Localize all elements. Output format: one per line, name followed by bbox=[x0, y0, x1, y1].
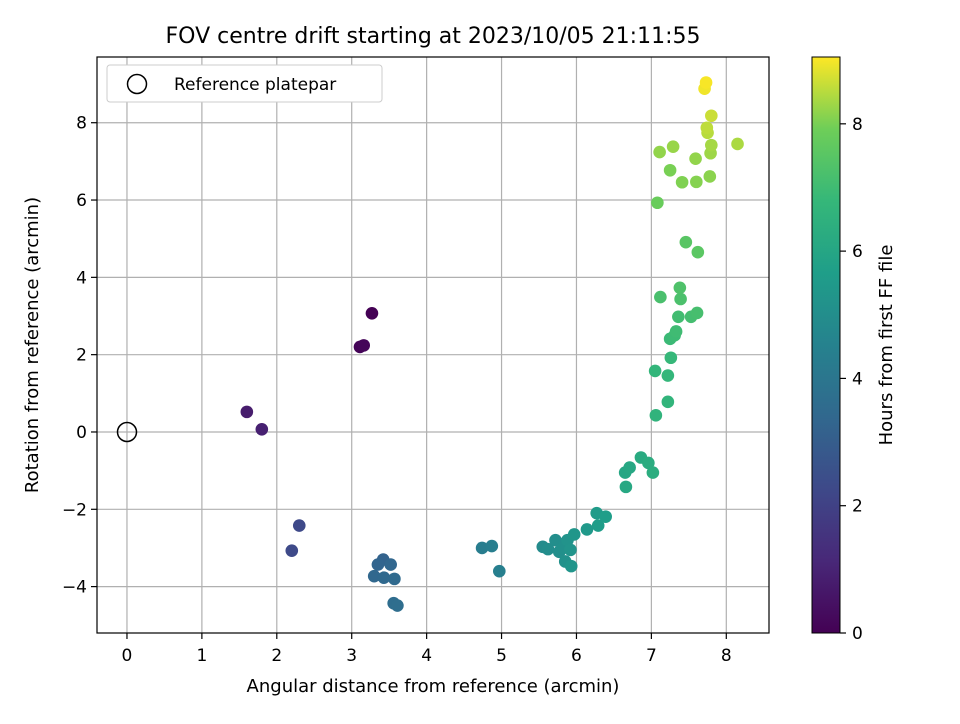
data-point bbox=[661, 395, 675, 409]
y-tick-label: 4 bbox=[76, 268, 87, 288]
x-tick-label: 0 bbox=[122, 646, 133, 666]
data-point bbox=[475, 541, 489, 555]
x-tick-label: 4 bbox=[421, 646, 432, 666]
legend-marker-reference-platepar bbox=[126, 73, 148, 95]
data-point bbox=[653, 145, 666, 159]
data-point bbox=[384, 558, 397, 571]
colorbar-gradient bbox=[811, 56, 841, 634]
data-point bbox=[292, 519, 306, 532]
x-axis-label: Angular distance from reference (arcmin) bbox=[247, 676, 620, 697]
data-point bbox=[623, 461, 636, 474]
data-point bbox=[255, 422, 269, 436]
data-point bbox=[705, 109, 718, 123]
data-point bbox=[674, 292, 687, 306]
data-point bbox=[388, 572, 401, 586]
data-point bbox=[672, 310, 685, 324]
data-point bbox=[564, 543, 577, 557]
colorbar-ticks: 0 2 4 6 8 bbox=[840, 115, 863, 644]
reference-platepar-marker bbox=[116, 421, 138, 443]
data-point bbox=[367, 569, 381, 583]
y-tick-label: 6 bbox=[76, 191, 87, 211]
colorbar-tick-label: 8 bbox=[852, 115, 863, 135]
data-point bbox=[703, 170, 717, 183]
y-tick-label: 8 bbox=[76, 114, 87, 134]
data-point bbox=[679, 235, 693, 249]
data-point bbox=[642, 456, 655, 470]
scatter-points bbox=[240, 76, 744, 612]
x-tick-label: 5 bbox=[496, 646, 507, 666]
colorbar-tick-label: 0 bbox=[852, 624, 863, 644]
data-point bbox=[371, 558, 385, 571]
legend: Reference platepar bbox=[106, 64, 383, 103]
data-point bbox=[240, 405, 254, 419]
x-tick-label: 2 bbox=[271, 646, 282, 666]
data-point bbox=[391, 599, 404, 612]
data-point bbox=[663, 163, 677, 177]
data-point bbox=[651, 196, 664, 210]
data-point bbox=[365, 307, 379, 320]
colorbar-tick-label: 2 bbox=[852, 497, 863, 517]
data-point bbox=[619, 480, 633, 494]
x-tick-label: 3 bbox=[346, 646, 357, 666]
data-point bbox=[664, 351, 678, 365]
data-point bbox=[285, 544, 299, 557]
data-point bbox=[673, 281, 687, 295]
colorbar: 0 2 4 6 8 Hours from first FF file bbox=[811, 56, 897, 644]
x-tick-label: 7 bbox=[646, 646, 657, 666]
data-point bbox=[675, 175, 689, 189]
y-tick-label: −2 bbox=[62, 500, 87, 520]
data-point bbox=[541, 542, 555, 556]
data-point bbox=[485, 539, 499, 553]
y-tick-label: 2 bbox=[76, 346, 87, 366]
x-tick-label: 6 bbox=[571, 646, 582, 666]
data-point bbox=[669, 325, 683, 338]
y-axis-ticks: −4 −2 0 2 4 6 8 bbox=[62, 114, 97, 598]
data-point bbox=[700, 121, 714, 135]
y-axis-label: Rotation from reference (arcmin) bbox=[22, 197, 43, 493]
legend-label-reference-platepar: Reference platepar bbox=[174, 75, 336, 95]
grid bbox=[97, 57, 769, 633]
data-point bbox=[646, 466, 660, 479]
colorbar-tick-label: 4 bbox=[852, 369, 863, 389]
x-tick-label: 8 bbox=[721, 646, 732, 666]
plot-area-frame bbox=[96, 56, 770, 634]
data-point bbox=[666, 140, 680, 153]
data-point bbox=[654, 290, 667, 304]
legend-box bbox=[106, 64, 383, 103]
x-tick-label: 1 bbox=[196, 646, 207, 666]
colorbar-tick-label: 6 bbox=[852, 242, 863, 262]
x-axis-ticks: 0 1 2 3 4 5 6 7 8 bbox=[122, 633, 732, 666]
data-point bbox=[549, 533, 562, 547]
y-tick-label: 0 bbox=[76, 423, 87, 443]
data-point bbox=[731, 137, 744, 151]
data-point bbox=[648, 364, 662, 378]
data-point bbox=[580, 523, 594, 536]
y-tick-label: −4 bbox=[62, 578, 87, 598]
data-point bbox=[357, 339, 371, 352]
data-point bbox=[567, 528, 581, 541]
data-point bbox=[493, 564, 506, 578]
data-point bbox=[377, 571, 391, 585]
data-point bbox=[661, 369, 675, 382]
data-point bbox=[599, 510, 612, 523]
data-point bbox=[649, 409, 663, 422]
data-point bbox=[689, 152, 702, 165]
data-point bbox=[691, 245, 705, 259]
colorbar-label: Hours from first FF file bbox=[876, 245, 897, 446]
data-point bbox=[564, 559, 578, 573]
data-point bbox=[705, 138, 718, 152]
data-point bbox=[699, 76, 713, 89]
data-point bbox=[591, 519, 605, 532]
chart-title: FOV centre drift starting at 2023/10/05 … bbox=[166, 24, 701, 49]
data-point bbox=[690, 306, 704, 320]
data-point bbox=[690, 175, 703, 189]
